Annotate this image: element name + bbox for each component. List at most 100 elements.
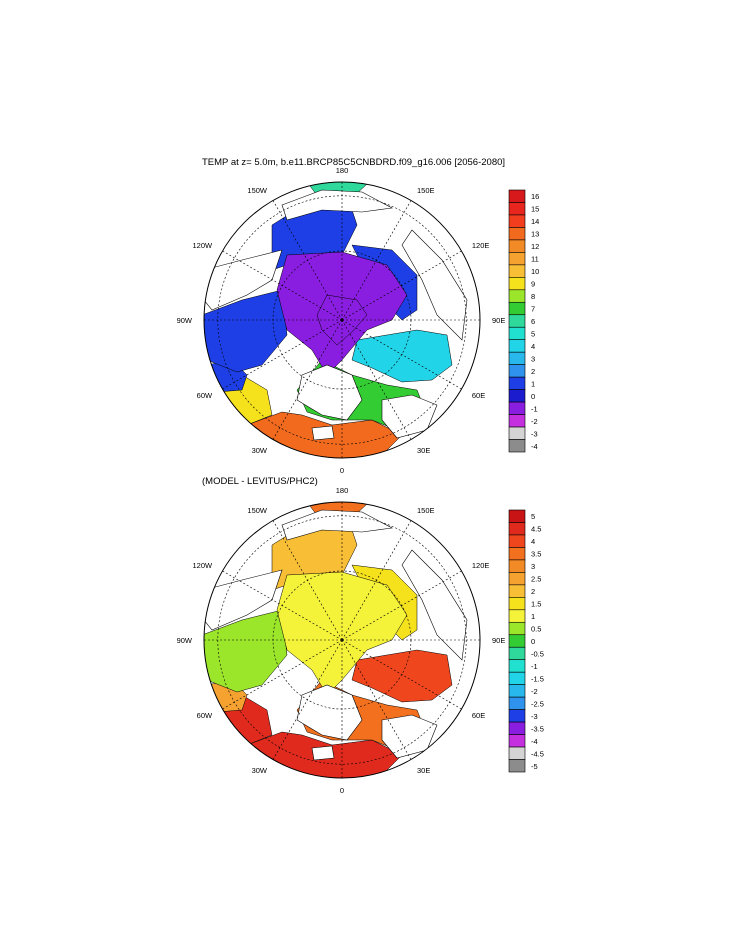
colorbar-swatch <box>508 584 526 598</box>
map-title: (MODEL - LEVITUS/PHC2) <box>202 476 318 487</box>
colorbar-label: 15 <box>531 205 539 214</box>
map-border <box>203 181 481 459</box>
colorbar-label: 2.5 <box>531 575 541 584</box>
longitude-label: 0 <box>340 466 344 475</box>
land-mass <box>281 509 393 541</box>
colorbar-swatch <box>508 189 526 203</box>
colorbar-label: 2 <box>531 367 535 376</box>
colorbar-swatch <box>508 289 526 303</box>
longitude-label: 30E <box>417 766 430 775</box>
longitude-label: 0 <box>340 786 344 795</box>
colorbar-label: -2 <box>531 687 538 696</box>
longitude-label: 60E <box>472 391 485 400</box>
meridian-line <box>272 200 343 321</box>
meridian-line <box>341 520 412 641</box>
colorbar-swatch <box>508 252 526 266</box>
colorbar-label: -4 <box>531 442 538 451</box>
colorbar-swatch <box>508 314 526 328</box>
longitude-label: 150E <box>417 186 435 195</box>
colorbar-label: -0.5 <box>531 649 544 658</box>
colorbar-label: 12 <box>531 242 539 251</box>
colorbar-swatch <box>508 509 526 523</box>
colorbar-label: 2 <box>531 587 535 596</box>
colorbar-label: -4.5 <box>531 749 544 758</box>
longitude-label: 150E <box>417 506 435 515</box>
colorbar-label: -3 <box>531 429 538 438</box>
colorbar-swatch <box>508 364 526 378</box>
colorbar-swatch <box>508 376 526 390</box>
colorbar-label: 8 <box>531 292 535 301</box>
colorbar-label: -4 <box>531 737 538 746</box>
colorbar-swatch <box>508 339 526 353</box>
colorbar-label: 1.5 <box>531 600 541 609</box>
colorbar-swatch <box>508 646 526 661</box>
region-central-arctic <box>276 571 408 696</box>
longitude-label: 90E <box>492 316 505 325</box>
colorbar-swatch <box>508 351 526 365</box>
longitude-label: 150W <box>247 506 268 515</box>
colorbar-label: -1.5 <box>531 674 544 683</box>
map-border <box>203 501 481 779</box>
longitude-label: 120E <box>472 241 490 250</box>
colorbar-swatch <box>508 597 526 611</box>
meridian-line <box>272 520 343 641</box>
longitude-label: 180 <box>336 166 349 175</box>
colorbar-label: 0 <box>531 392 535 401</box>
longitude-label: 90W <box>177 636 193 645</box>
meridian-line <box>222 250 343 321</box>
colorbar-label: -2 <box>531 417 538 426</box>
region-barents-sea <box>351 649 453 703</box>
colorbar-swatch <box>508 696 526 710</box>
longitude-label: 120W <box>193 241 214 250</box>
meridian-line <box>341 250 462 321</box>
colorbar-label: 3.5 <box>531 550 541 559</box>
colorbar-swatch <box>508 621 526 636</box>
colorbar-label: 3 <box>531 354 535 363</box>
region-barents-sea <box>351 329 453 383</box>
colorbar-label: 10 <box>531 267 539 276</box>
longitude-label: 150W <box>247 186 268 195</box>
colorbar-label: 5 <box>531 329 535 338</box>
land-mass <box>296 684 363 741</box>
colorbar-swatch <box>508 734 526 748</box>
colorbar-swatch <box>508 439 526 453</box>
land-mass <box>311 745 335 761</box>
colorbar-swatch <box>508 301 526 316</box>
region-canadian-archipelago <box>204 609 288 693</box>
colorbar-swatch <box>508 389 526 403</box>
meridian-line <box>341 639 412 760</box>
panel-difference: (MODEL - LEVITUS/PHC2) 180 150E 120E 90E 60E… <box>177 476 544 795</box>
colorbar-label: -1 <box>531 662 538 671</box>
region-canadian-archipelago <box>204 289 288 373</box>
colorbar-label: -3.5 <box>531 724 544 733</box>
colorbar-label: -3 <box>531 712 538 721</box>
meridian-line <box>222 319 343 390</box>
colorbar-label: 0 <box>531 637 535 646</box>
land-mass <box>281 189 393 221</box>
meridian-line <box>341 570 462 641</box>
colorbar-swatch <box>508 227 526 241</box>
land-mass <box>401 549 468 661</box>
polar-map: 180 150E 120E 90E 60E 30E 0 30W 60W 90W 120W 150W <box>177 166 506 475</box>
colorbar-label: 4 <box>531 342 535 351</box>
colorbar-label: -5 <box>531 762 538 771</box>
longitude-label: 90E <box>492 636 505 645</box>
colorbar-label: 4.5 <box>531 525 541 534</box>
meridian-line <box>341 200 412 321</box>
land-mass <box>401 229 468 341</box>
longitude-label: 30E <box>417 446 430 455</box>
longitude-label: 120W <box>193 561 214 570</box>
meridian-line <box>341 639 462 710</box>
colorbar-swatch <box>508 202 526 216</box>
colorbar-label: 3 <box>531 562 535 571</box>
colorbar-swatch <box>508 559 526 573</box>
colorbar-swatch <box>508 572 526 586</box>
colorbar-swatch <box>508 659 526 673</box>
longitude-label: 30W <box>252 446 268 455</box>
land-mass <box>296 364 363 421</box>
colorbar-swatch <box>508 746 526 760</box>
colorbar-label: 9 <box>531 280 535 289</box>
colorbar-label: 6 <box>531 317 535 326</box>
colorbar-swatch <box>508 426 526 440</box>
